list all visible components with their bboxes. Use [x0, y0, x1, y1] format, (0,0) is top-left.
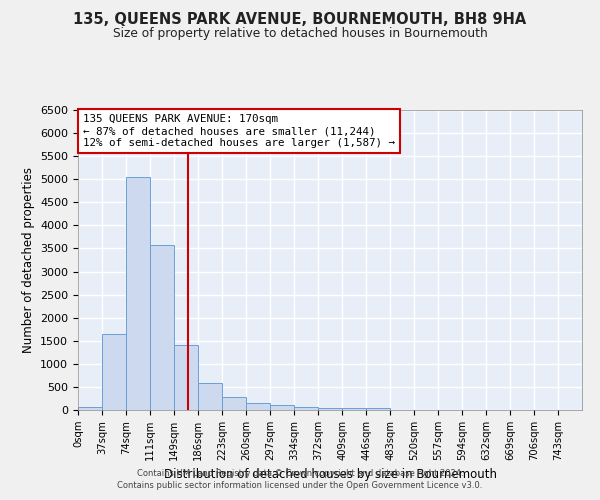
Bar [294, 407, 318, 410]
Text: Contains HM Land Registry data © Crown copyright and database right 2024.: Contains HM Land Registry data © Crown c… [137, 468, 463, 477]
Text: Contains public sector information licensed under the Open Government Licence v3: Contains public sector information licen… [118, 481, 482, 490]
Bar [150, 245, 173, 410]
Bar [342, 408, 366, 410]
X-axis label: Distribution of detached houses by size in Bournemouth: Distribution of detached houses by size … [163, 468, 497, 481]
Bar [78, 406, 102, 410]
Bar [246, 404, 270, 410]
Bar [102, 334, 126, 410]
Bar [366, 408, 390, 410]
Bar [126, 177, 150, 410]
Text: 135, QUEENS PARK AVENUE, BOURNEMOUTH, BH8 9HA: 135, QUEENS PARK AVENUE, BOURNEMOUTH, BH… [73, 12, 527, 28]
Y-axis label: Number of detached properties: Number of detached properties [22, 167, 35, 353]
Bar [174, 346, 198, 410]
Bar [319, 408, 342, 410]
Bar [222, 397, 246, 410]
Text: Size of property relative to detached houses in Bournemouth: Size of property relative to detached ho… [113, 28, 487, 40]
Bar [198, 383, 222, 410]
Text: 135 QUEENS PARK AVENUE: 170sqm
← 87% of detached houses are smaller (11,244)
12%: 135 QUEENS PARK AVENUE: 170sqm ← 87% of … [83, 114, 395, 148]
Bar [270, 406, 294, 410]
